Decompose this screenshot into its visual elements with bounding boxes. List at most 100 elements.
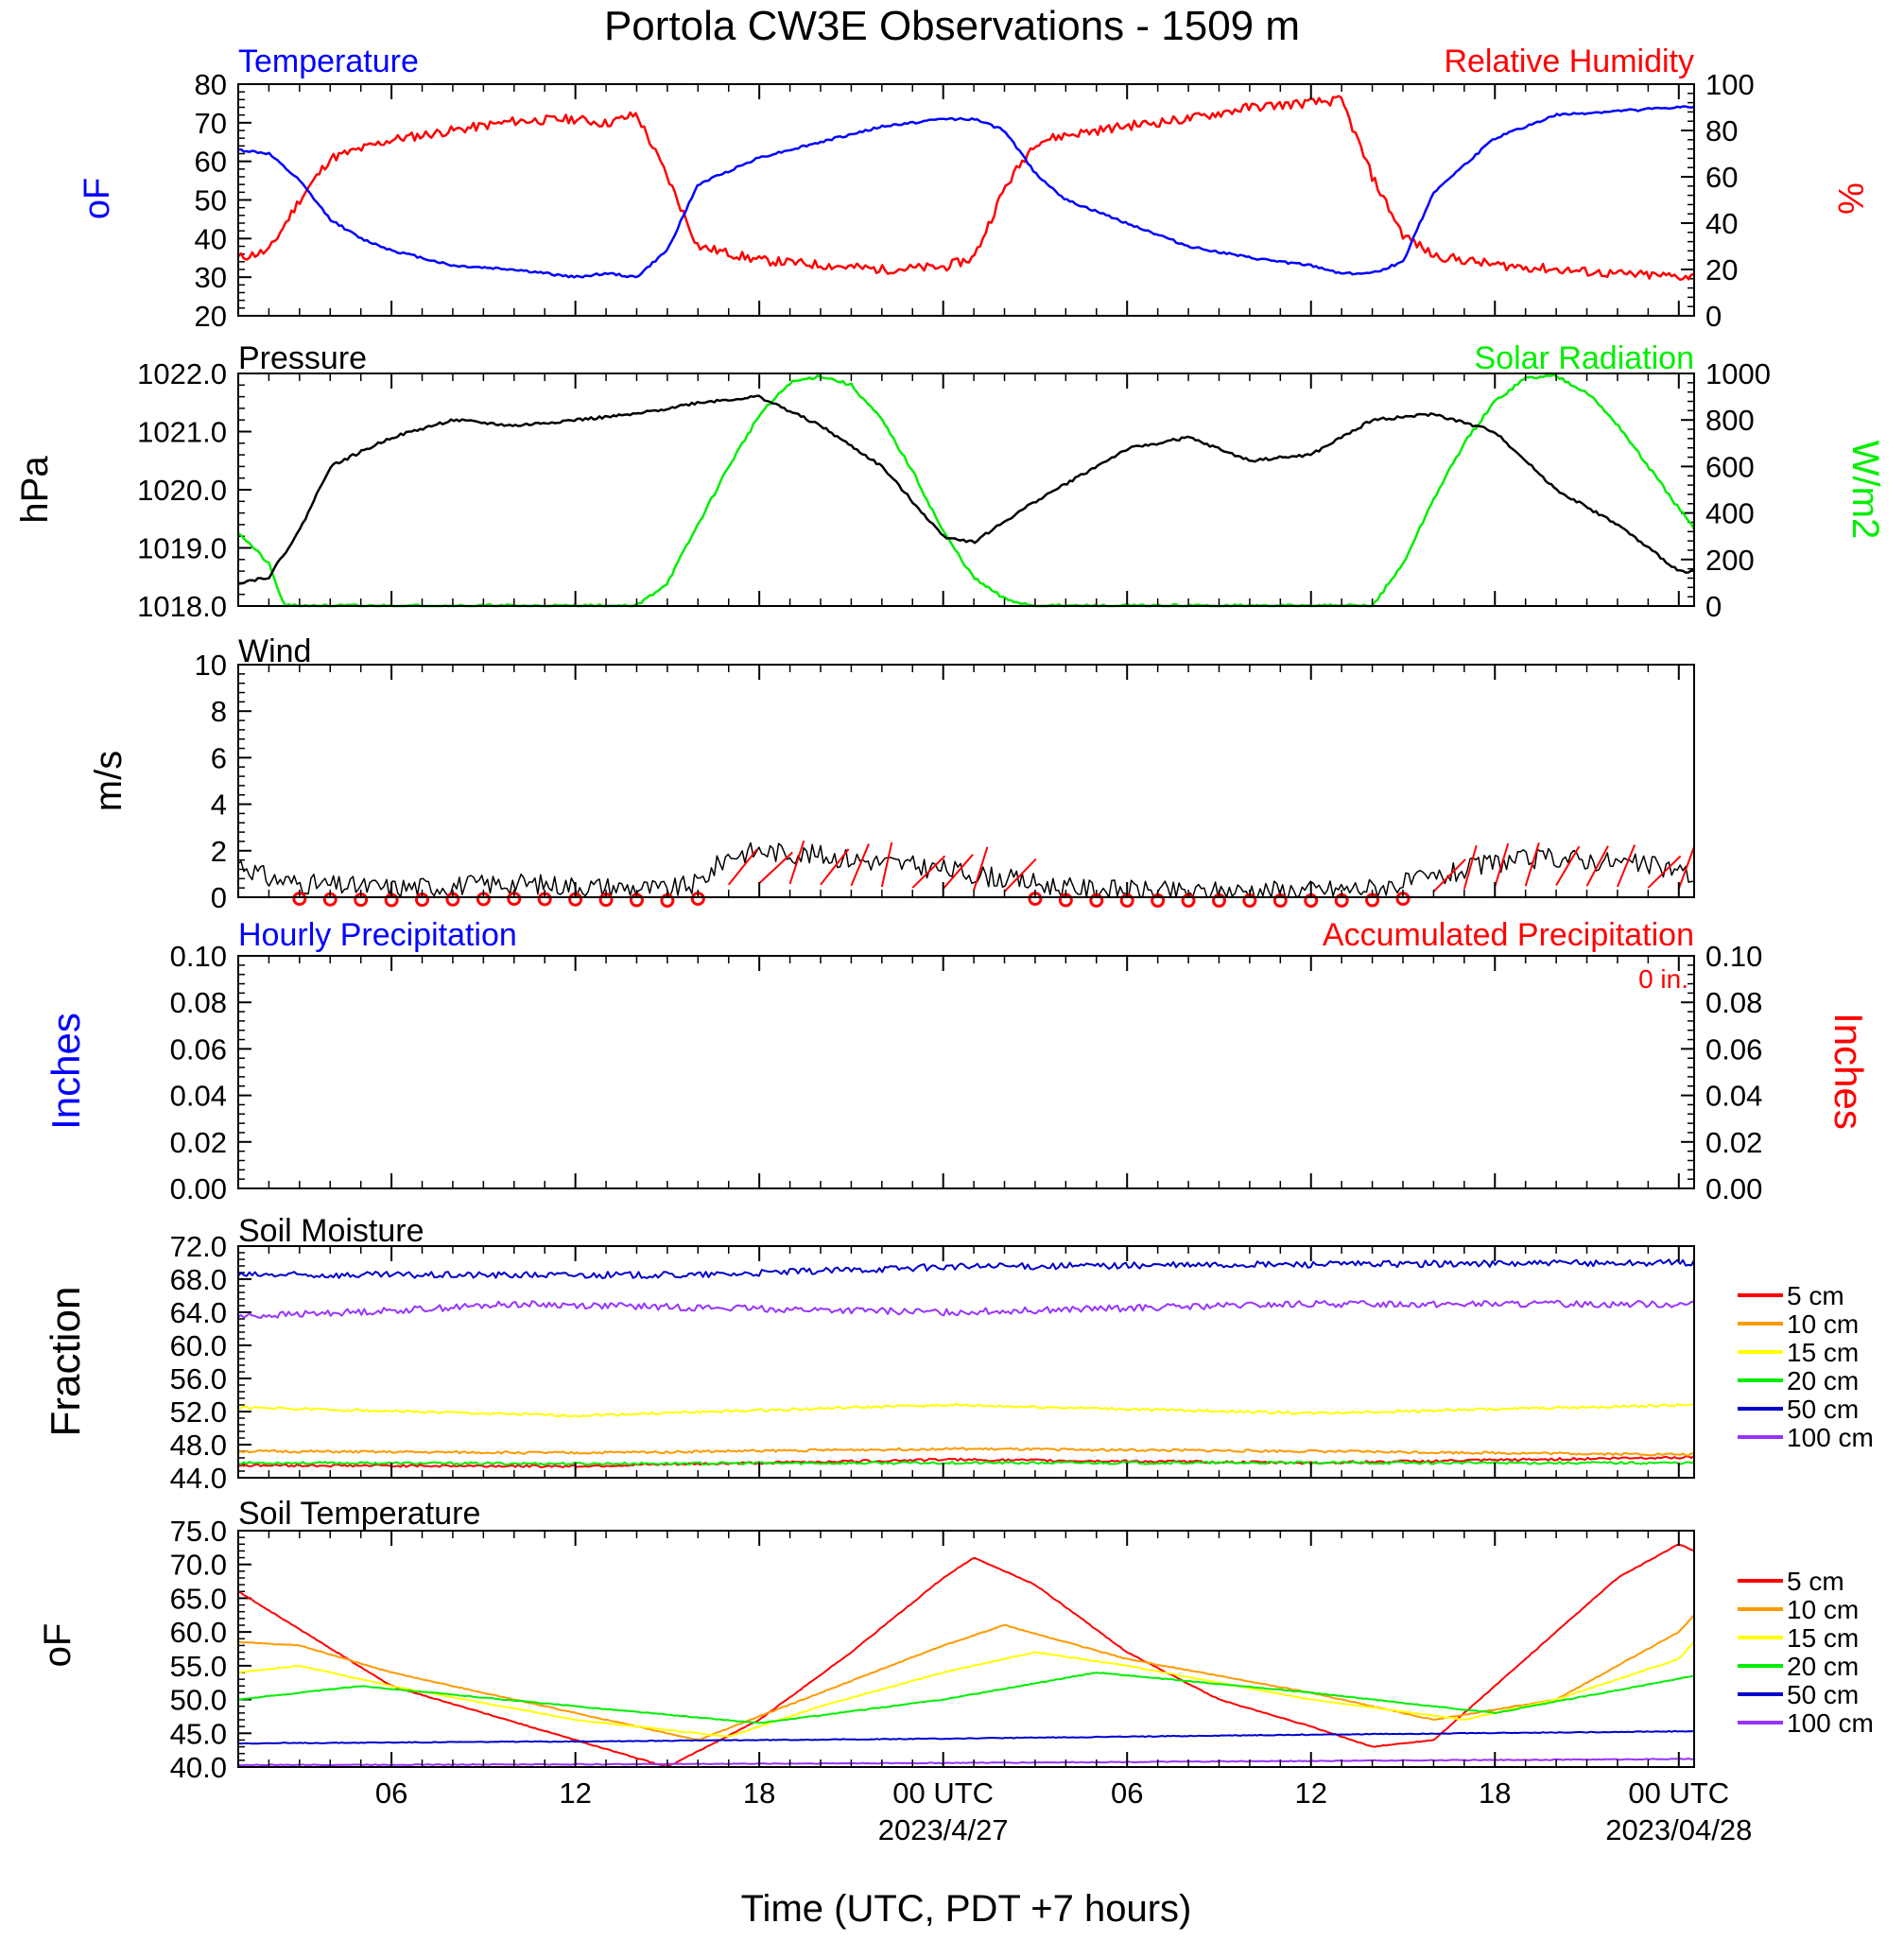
y-tick-label: 44.0 [170, 1462, 227, 1495]
y-tick-label: 64.0 [170, 1296, 227, 1329]
y-tick-label: 0.06 [170, 1032, 227, 1066]
x-tick-label: 12 [559, 1776, 591, 1810]
hourly-precip-axis-ticks: 0.10 0.08 0.06 0.04 0.02 0.00 [170, 940, 251, 1205]
legend-label: 50 cm [1787, 1680, 1859, 1709]
legend-label: 20 cm [1787, 1366, 1859, 1395]
y-tick-label: 60.0 [170, 1329, 227, 1362]
wind-barb [788, 840, 805, 885]
y2-tick-label: 600 [1705, 450, 1755, 483]
soil-moisture-5-cm-line [237, 1455, 1695, 1468]
y-tick-label: 45.0 [170, 1717, 227, 1750]
y-tick-label: 0 [211, 881, 227, 914]
soil-temp-panel: Soil Temperature oF 75.070.065.060.055.0… [37, 1496, 1874, 1784]
soil-moisture-unit: Fraction [43, 1287, 89, 1437]
y-tick-label: 56.0 [170, 1362, 227, 1395]
solar-unit: W/m2 [1844, 441, 1886, 539]
soil-moisture-lines [237, 1258, 1695, 1468]
hourly-precip-unit: Inches [43, 1013, 88, 1130]
y-tick-label: 1019.0 [137, 532, 227, 565]
wind-barb [1463, 844, 1478, 890]
y2-tick-label: 80 [1705, 114, 1738, 147]
y2-tick-label: 100 [1705, 68, 1755, 101]
wind-label: Wind [238, 633, 311, 669]
relative-humidity-label: Relative Humidity [1444, 43, 1694, 79]
pressure-axis-ticks: 1022.0 1021.0 1020.0 1019.0 1018.0 [137, 357, 251, 623]
legend-label: 50 cm [1787, 1395, 1859, 1424]
precip-panel: Hourly Precipitation Accumulated Precipi… [43, 917, 1871, 1205]
solar-radiation-line [237, 373, 1696, 608]
y2-tick-label: 400 [1705, 497, 1755, 530]
wind-barb [758, 851, 793, 884]
y2-tick-label: 60 [1705, 161, 1738, 194]
temperature-unit: oF [78, 178, 117, 219]
y2-tick-label: 0.00 [1705, 1172, 1762, 1205]
soil-moisture-100-cm-line [237, 1299, 1695, 1319]
wind-panel: Wind m/s 10 8 6 4 2 0 [88, 633, 1696, 914]
y-tick-label: 6 [211, 741, 227, 774]
soil-temp-label: Soil Temperature [238, 1496, 480, 1532]
soil-moisture-label: Soil Moisture [238, 1213, 424, 1249]
legend-label: 10 cm [1787, 1595, 1859, 1624]
wind-unit: m/s [88, 751, 130, 811]
wind-barb [1003, 858, 1037, 893]
temperature-label: Temperature [238, 43, 419, 79]
y2-tick-label: 0.08 [1705, 986, 1762, 1019]
wind-axis-ticks: 10 8 6 4 2 0 [195, 649, 251, 914]
soil-moisture-panel: Soil Moisture Fraction 72.068.064.060.05… [43, 1213, 1874, 1495]
pressure-solar-lines [237, 373, 1696, 608]
wind-frame [237, 664, 1695, 898]
legend-label: 5 cm [1787, 1281, 1844, 1310]
pressure-unit: hPa [14, 456, 56, 524]
soil-moisture-20-cm-line [237, 1460, 1695, 1466]
y2-tick-label: 200 [1705, 544, 1755, 577]
y2-tick-label: 0.10 [1705, 940, 1762, 973]
hourly-precip-label: Hourly Precipitation [238, 917, 517, 953]
y-tick-label: 4 [211, 789, 227, 822]
legend-label: 15 cm [1787, 1623, 1859, 1653]
y-tick-label: 0.02 [170, 1126, 227, 1159]
soil-moisture-axis-ticks: 72.068.064.060.056.052.048.044.0 [170, 1230, 251, 1495]
wind-barb [1677, 845, 1696, 890]
temp-rh-frame [237, 83, 1695, 317]
x-tick-label: 06 [375, 1776, 407, 1810]
x-tick-label: 00 UTC [1628, 1776, 1729, 1810]
y-tick-label: 40.0 [170, 1751, 227, 1784]
y2-tick-label: 800 [1705, 404, 1755, 437]
y-tick-label: 60.0 [170, 1616, 227, 1649]
y2-tick-label: 20 [1705, 253, 1738, 286]
y2-tick-label: 0 [1705, 300, 1722, 333]
y-tick-label: 0.00 [170, 1172, 227, 1205]
y-tick-label: 70.0 [170, 1549, 227, 1582]
wind-barb [1555, 845, 1581, 886]
legend-label: 100 cm [1787, 1708, 1874, 1738]
legend-label: 20 cm [1787, 1652, 1859, 1681]
legend-label: 5 cm [1787, 1567, 1844, 1596]
y2-tick-label: 0.02 [1705, 1126, 1762, 1159]
y-tick-label: 2 [211, 835, 227, 868]
wind-barb [880, 841, 893, 888]
pressure-line [237, 394, 1695, 585]
y-tick-label: 60 [195, 146, 227, 179]
y-tick-label: 1021.0 [137, 416, 227, 449]
soil-moisture-10-cm-line [237, 1447, 1695, 1457]
y-tick-label: 75.0 [170, 1515, 227, 1548]
soil-temp-lines [237, 1544, 1695, 1768]
y2-tick-label: 0 [1705, 590, 1722, 623]
y-tick-label: 55.0 [170, 1650, 227, 1683]
wind-barb [911, 855, 946, 889]
wind-barb [1432, 858, 1466, 893]
pressure-solar-panel: Pressure Solar Radiation hPa W/m2 1022.0… [14, 340, 1886, 623]
y-tick-label: 8 [211, 695, 227, 728]
y-tick-label: 1020.0 [137, 474, 227, 507]
wind-barb [850, 843, 870, 887]
soil-temp-50-cm-line [237, 1729, 1695, 1745]
soil-temp-10-cm-line [237, 1614, 1695, 1741]
y-tick-label: 50 [195, 184, 227, 217]
soil-temp-15-cm-line [237, 1640, 1695, 1738]
y2-tick-label: 0.04 [1705, 1080, 1762, 1113]
x-tick-label: 00 UTC [892, 1776, 994, 1810]
humidity-axis-ticks: 100 80 60 40 20 0 [1681, 68, 1755, 333]
y-tick-label: 1018.0 [137, 590, 227, 623]
